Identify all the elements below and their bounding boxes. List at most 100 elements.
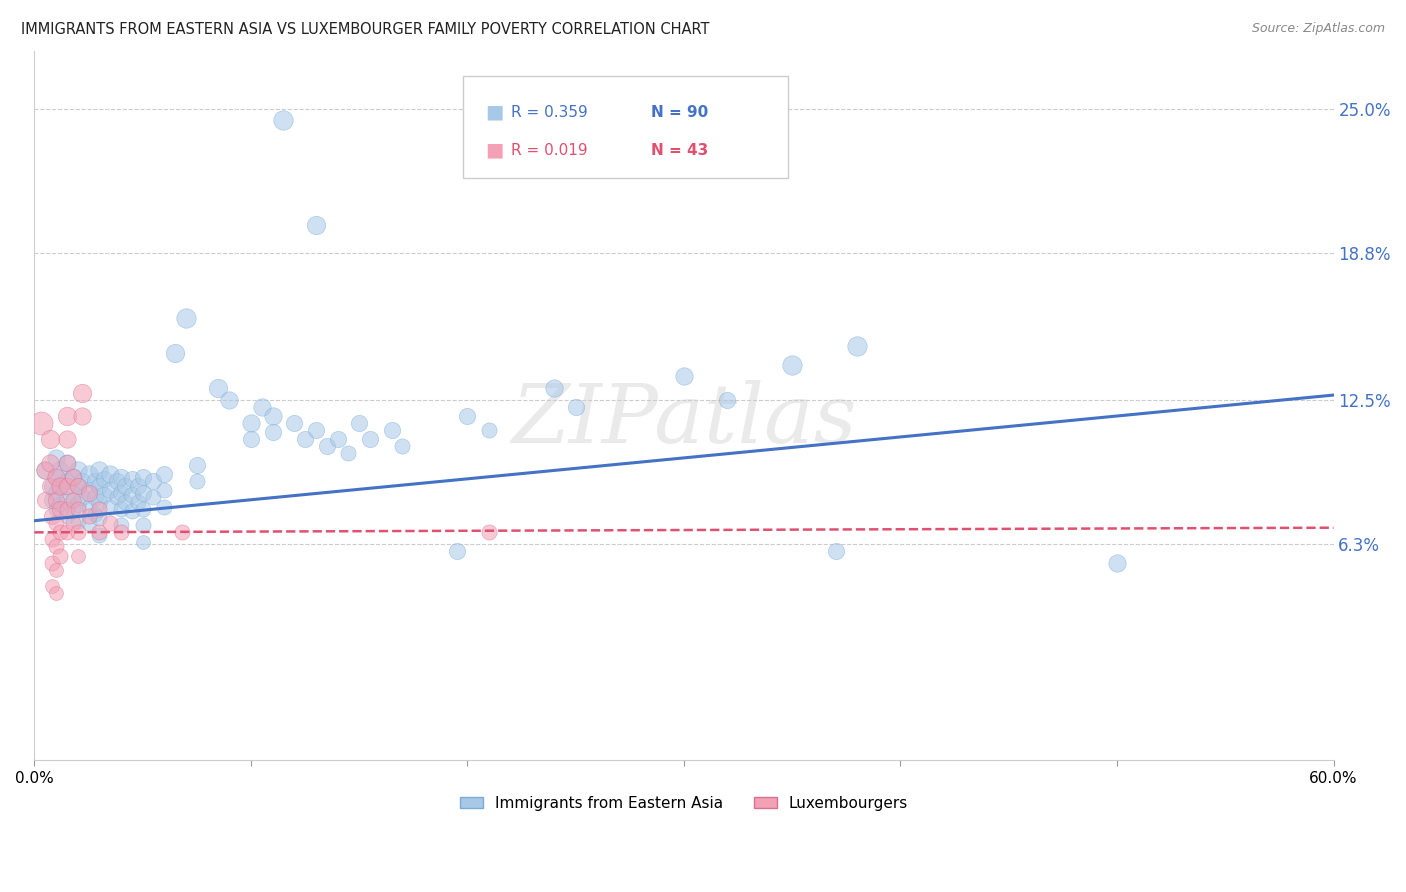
Point <box>170 525 193 540</box>
Point <box>153 500 176 514</box>
Point <box>84 474 107 488</box>
Point <box>98 500 121 514</box>
Point <box>66 502 89 516</box>
Point <box>283 416 305 430</box>
Point <box>131 518 153 533</box>
Point <box>131 534 153 549</box>
Point <box>105 474 128 488</box>
Point <box>49 479 72 493</box>
Point <box>41 556 63 570</box>
Point <box>239 432 262 446</box>
Point <box>49 502 72 516</box>
Point <box>337 446 360 460</box>
Point <box>77 509 100 524</box>
Point <box>131 485 153 500</box>
Point <box>478 423 501 437</box>
Point <box>38 432 60 446</box>
Point <box>315 439 337 453</box>
Text: IMMIGRANTS FROM EASTERN ASIA VS LUXEMBOURGER FAMILY POVERTY CORRELATION CHART: IMMIGRANTS FROM EASTERN ASIA VS LUXEMBOU… <box>21 22 710 37</box>
Point <box>89 479 111 493</box>
Point <box>780 358 803 372</box>
Point <box>45 485 67 500</box>
Point <box>89 525 111 540</box>
Point <box>38 479 60 493</box>
Point <box>66 479 89 493</box>
Point <box>207 381 229 395</box>
Point <box>49 525 72 540</box>
Point <box>84 491 107 505</box>
Point <box>66 549 89 563</box>
Point <box>672 369 695 384</box>
Point <box>56 409 79 423</box>
Point <box>77 483 100 498</box>
Point <box>305 218 328 232</box>
Point <box>45 469 67 483</box>
Text: N = 90: N = 90 <box>651 105 709 120</box>
Point <box>153 467 176 482</box>
Point <box>121 472 143 486</box>
Point <box>49 497 72 511</box>
Text: ZIPatlas: ZIPatlas <box>512 380 856 459</box>
Point <box>305 423 328 437</box>
Point <box>66 525 89 540</box>
Point <box>84 507 107 521</box>
Point <box>294 432 316 446</box>
Point <box>110 502 132 516</box>
Point <box>56 502 79 516</box>
Point <box>41 579 63 593</box>
Point <box>127 479 149 493</box>
Point <box>131 502 153 516</box>
Point <box>45 492 67 507</box>
Point <box>456 409 478 423</box>
Point <box>846 339 869 353</box>
Text: Source: ZipAtlas.com: Source: ZipAtlas.com <box>1251 22 1385 36</box>
Point <box>41 533 63 547</box>
Legend: Immigrants from Eastern Asia, Luxembourgers: Immigrants from Eastern Asia, Luxembourg… <box>454 789 914 816</box>
Point <box>62 469 84 483</box>
Point <box>89 502 111 516</box>
Point <box>34 462 56 476</box>
Point <box>62 516 84 530</box>
Point <box>110 518 132 533</box>
Point <box>114 479 136 493</box>
Point <box>56 456 79 470</box>
Point <box>326 432 349 446</box>
Point <box>110 469 132 483</box>
Point <box>45 539 67 553</box>
Point <box>105 491 128 505</box>
Point <box>77 485 100 500</box>
Point <box>56 492 79 507</box>
Point <box>34 462 56 476</box>
Point <box>66 462 89 476</box>
Point <box>41 479 63 493</box>
Point <box>114 495 136 509</box>
Point <box>56 509 79 524</box>
Point <box>93 472 115 486</box>
Point <box>41 492 63 507</box>
Point <box>381 423 404 437</box>
Point <box>77 467 100 482</box>
Point <box>56 525 79 540</box>
Point <box>49 479 72 493</box>
Text: ■: ■ <box>485 103 503 122</box>
Point <box>153 483 176 498</box>
Point <box>98 516 121 530</box>
Point <box>186 458 208 472</box>
Point <box>41 509 63 524</box>
Point <box>70 491 93 505</box>
Point <box>127 495 149 509</box>
Point <box>45 516 67 530</box>
Point <box>174 311 197 326</box>
Point <box>165 346 187 360</box>
Point <box>262 409 284 423</box>
Point <box>34 492 56 507</box>
Point <box>110 525 132 540</box>
Point <box>62 492 84 507</box>
Point <box>186 474 208 488</box>
Text: N = 43: N = 43 <box>651 143 709 158</box>
Point <box>70 474 93 488</box>
Point <box>45 469 67 483</box>
Point <box>110 485 132 500</box>
Point <box>45 586 67 600</box>
Point <box>478 525 501 540</box>
